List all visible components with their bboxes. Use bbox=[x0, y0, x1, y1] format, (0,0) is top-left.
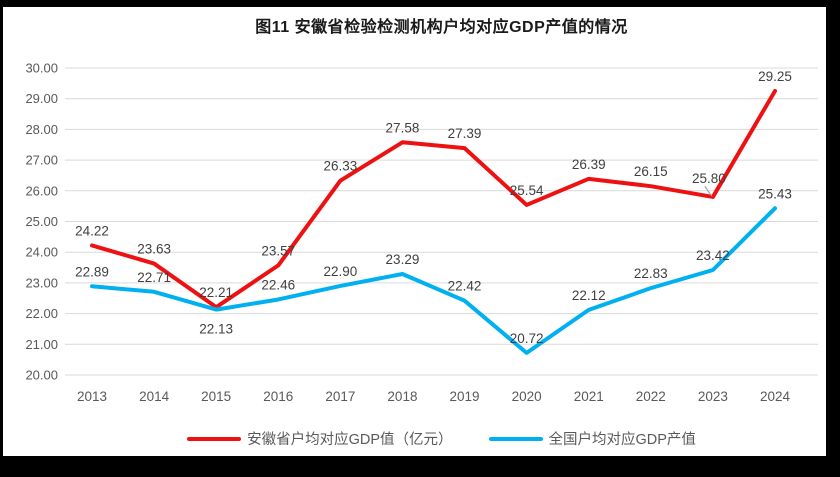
x-axis-tick-label: 2016 bbox=[263, 389, 293, 404]
x-axis-tick-label: 2023 bbox=[698, 389, 728, 404]
data-label-national: 22.90 bbox=[323, 264, 357, 279]
data-label-anhui: 23.57 bbox=[261, 243, 295, 258]
x-axis-tick-label: 2015 bbox=[201, 389, 231, 404]
data-label-national: 22.71 bbox=[137, 270, 171, 285]
data-label-anhui: 29.25 bbox=[758, 69, 792, 84]
x-axis-tick-label: 2020 bbox=[512, 389, 542, 404]
y-axis-tick-label: 21.00 bbox=[25, 337, 58, 352]
x-axis-tick-label: 2014 bbox=[139, 389, 170, 404]
x-axis-tick-label: 2017 bbox=[325, 389, 355, 404]
y-axis-tick-label: 27.00 bbox=[25, 153, 58, 168]
legend-item-anhui: 安徽省户均对应GDP值（亿元） bbox=[187, 428, 453, 449]
y-axis-tick-label: 29.00 bbox=[25, 91, 58, 106]
x-axis-tick-label: 2013 bbox=[77, 389, 107, 404]
data-label-anhui: 25.80 bbox=[692, 171, 726, 186]
legend-line-swatch-blue bbox=[488, 436, 543, 441]
legend-label-national: 全国户均对应GDP产值 bbox=[548, 432, 696, 448]
data-label-anhui: 27.58 bbox=[386, 120, 420, 135]
series-line-national bbox=[90, 206, 777, 355]
data-label-national: 22.42 bbox=[448, 279, 482, 294]
data-label-national: 22.89 bbox=[75, 264, 109, 279]
data-label-national: 22.13 bbox=[199, 322, 233, 337]
y-axis-tick-label: 24.00 bbox=[25, 245, 58, 260]
series-line-anhui bbox=[90, 89, 777, 310]
y-axis-tick-label: 23.00 bbox=[25, 275, 58, 290]
chart-legend: 安徽省户均对应GDP值（亿元） 全国户均对应GDP产值 bbox=[65, 428, 818, 449]
data-label-anhui: 27.39 bbox=[448, 126, 482, 141]
data-label-anhui: 24.22 bbox=[75, 223, 109, 238]
data-label-national: 23.42 bbox=[696, 248, 730, 263]
data-label-anhui: 26.33 bbox=[323, 159, 357, 174]
legend-line-swatch-red bbox=[187, 436, 242, 441]
data-label-anhui: 23.63 bbox=[137, 242, 171, 257]
x-axis-tick-label: 2021 bbox=[574, 389, 604, 404]
y-axis-tick-label: 26.00 bbox=[25, 183, 58, 198]
x-axis-tick-label: 2024 bbox=[760, 389, 791, 404]
document-page bbox=[3, 7, 826, 456]
data-label-national: 23.29 bbox=[386, 252, 420, 267]
x-axis-tick-label: 2018 bbox=[387, 389, 417, 404]
data-label-anhui: 22.21 bbox=[199, 285, 233, 300]
y-axis-tick-label: 22.00 bbox=[25, 306, 58, 321]
x-axis-tick-label: 2022 bbox=[636, 389, 666, 404]
x-axis-tick-label: 2019 bbox=[450, 389, 480, 404]
data-label-anhui: 25.54 bbox=[510, 183, 544, 198]
y-axis-tick-label: 28.00 bbox=[25, 122, 58, 137]
chart-title: 图11 安徽省检验检测机构户均对应GDP产值的情况 bbox=[255, 19, 628, 36]
y-axis-tick-label: 20.00 bbox=[25, 368, 58, 383]
data-label-anhui: 26.15 bbox=[634, 164, 668, 179]
data-label-national: 22.46 bbox=[261, 277, 295, 292]
y-axis-tick-label: 30.00 bbox=[25, 61, 58, 76]
data-label-national: 20.72 bbox=[510, 331, 544, 346]
data-label-leader-line bbox=[704, 185, 713, 197]
legend-item-national: 全国户均对应GDP产值 bbox=[488, 428, 696, 449]
data-label-national: 22.12 bbox=[572, 288, 606, 303]
data-label-national: 25.43 bbox=[758, 186, 792, 201]
y-axis-tick-label: 25.00 bbox=[25, 214, 58, 229]
data-label-anhui: 26.39 bbox=[572, 157, 606, 172]
data-label-national: 22.83 bbox=[634, 266, 668, 281]
legend-label-anhui: 安徽省户均对应GDP值（亿元） bbox=[247, 432, 453, 448]
